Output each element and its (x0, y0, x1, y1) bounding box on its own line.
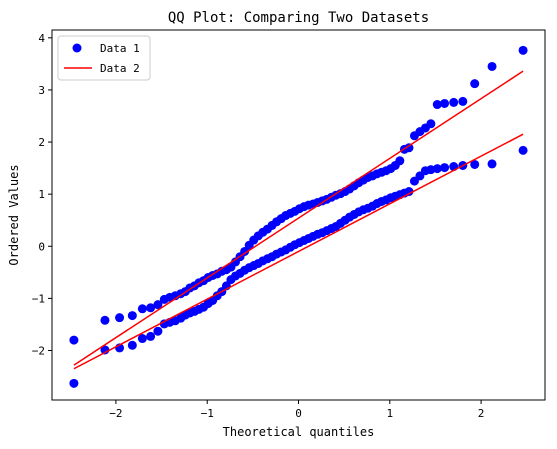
data-point-series-1 (146, 331, 156, 341)
data-point-series-0 (518, 45, 528, 55)
data-point-series-1 (153, 326, 163, 336)
data-point-series-0 (240, 246, 250, 256)
y-tick-label: 1 (38, 188, 45, 201)
data-point-series-0 (146, 303, 156, 313)
x-tick-label: −2 (109, 407, 122, 420)
data-point-series-0 (115, 313, 125, 323)
data-point-series-1 (518, 145, 528, 155)
data-point-series-0 (487, 61, 497, 71)
data-point-series-0 (127, 311, 137, 321)
legend-marker-data-1 (72, 43, 82, 53)
data-point-series-0 (449, 97, 459, 107)
data-point-series-0 (395, 156, 405, 166)
data-point-series-1 (100, 345, 110, 355)
data-point-series-1 (404, 187, 414, 197)
data-point-series-0 (426, 119, 436, 129)
x-tick-label: 1 (386, 407, 393, 420)
legend: Data 1 Data 2 (57, 35, 151, 81)
x-axis-label: Theoretical quantiles (223, 425, 375, 439)
data-point-series-0 (404, 143, 414, 153)
y-tick-label: 3 (38, 84, 45, 97)
data-point-series-1 (69, 378, 79, 388)
data-point-series-0 (137, 304, 147, 314)
data-point-series-1 (470, 159, 480, 169)
data-point-series-0 (440, 98, 450, 108)
data-point-series-0 (432, 100, 442, 110)
x-axis: −2 −1 0 1 2 (109, 400, 484, 420)
fit-line-series-3 (73, 133, 524, 370)
y-axis: −2 −1 0 1 2 3 4 (32, 32, 52, 357)
data-point-series-0 (100, 315, 110, 325)
data-point-series-0 (69, 335, 79, 345)
data-point-series-1 (432, 164, 442, 174)
y-tick-label: −2 (32, 344, 45, 357)
series-layer (69, 45, 528, 388)
x-tick-label: 0 (295, 407, 302, 420)
fit-line-series-2 (73, 70, 524, 366)
legend-label-data-2: Data 2 (100, 62, 140, 75)
data-point-series-1 (487, 159, 497, 169)
legend-label-data-1: Data 1 (100, 42, 140, 55)
y-tick-label: −1 (32, 292, 45, 305)
x-tick-label: −1 (201, 407, 214, 420)
y-tick-label: 2 (38, 136, 45, 149)
data-point-series-0 (470, 79, 480, 89)
y-tick-label: 0 (38, 240, 45, 253)
data-point-series-0 (458, 96, 468, 106)
data-point-series-0 (153, 300, 163, 310)
data-point-series-1 (440, 163, 450, 173)
y-tick-label: 4 (38, 32, 45, 45)
x-tick-label: 2 (478, 407, 485, 420)
y-axis-label: Ordered Values (7, 164, 21, 265)
data-point-series-1 (137, 334, 147, 344)
data-point-series-1 (127, 340, 137, 350)
chart-title: QQ Plot: Comparing Two Datasets (168, 10, 429, 26)
